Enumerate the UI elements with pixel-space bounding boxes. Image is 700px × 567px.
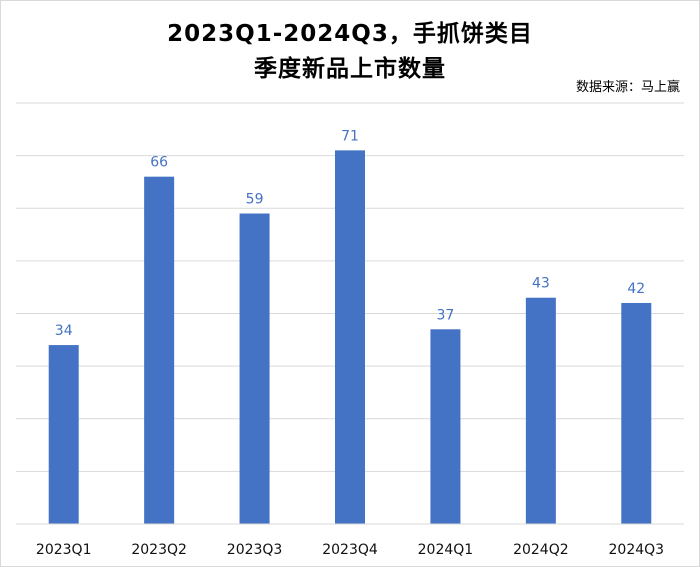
x-tick-label: 2023Q2 — [131, 542, 187, 558]
data-label: 34 — [55, 323, 73, 339]
bar-2024Q1 — [430, 329, 461, 524]
chart-title-line-1: 2023Q1-2024Q3，手抓饼类目 — [167, 21, 533, 47]
chart-title-line-2: 季度新品上市数量 — [254, 56, 446, 82]
x-tick-label: 2024Q3 — [609, 542, 665, 558]
source-note: 数据来源：马上赢 — [575, 80, 680, 95]
bar-2023Q4 — [335, 150, 365, 525]
data-label: 43 — [532, 276, 550, 292]
bar-2023Q1 — [48, 345, 79, 524]
x-tick-label: 2023Q4 — [322, 542, 378, 558]
x-tick-label: 2023Q1 — [36, 542, 92, 558]
bar-2024Q3 — [621, 302, 652, 524]
data-label: 59 — [246, 192, 264, 208]
bar-2023Q3 — [239, 213, 270, 524]
bar-2023Q2 — [144, 176, 175, 525]
x-tick-label: 2023Q3 — [227, 542, 283, 558]
bar-2024Q2 — [525, 297, 556, 524]
x-tick-label: 2024Q2 — [513, 542, 569, 558]
data-label: 71 — [341, 128, 359, 144]
data-label: 37 — [437, 307, 455, 323]
data-label: 66 — [150, 155, 168, 171]
data-label: 42 — [627, 281, 645, 297]
x-tick-label: 2024Q1 — [418, 542, 474, 558]
